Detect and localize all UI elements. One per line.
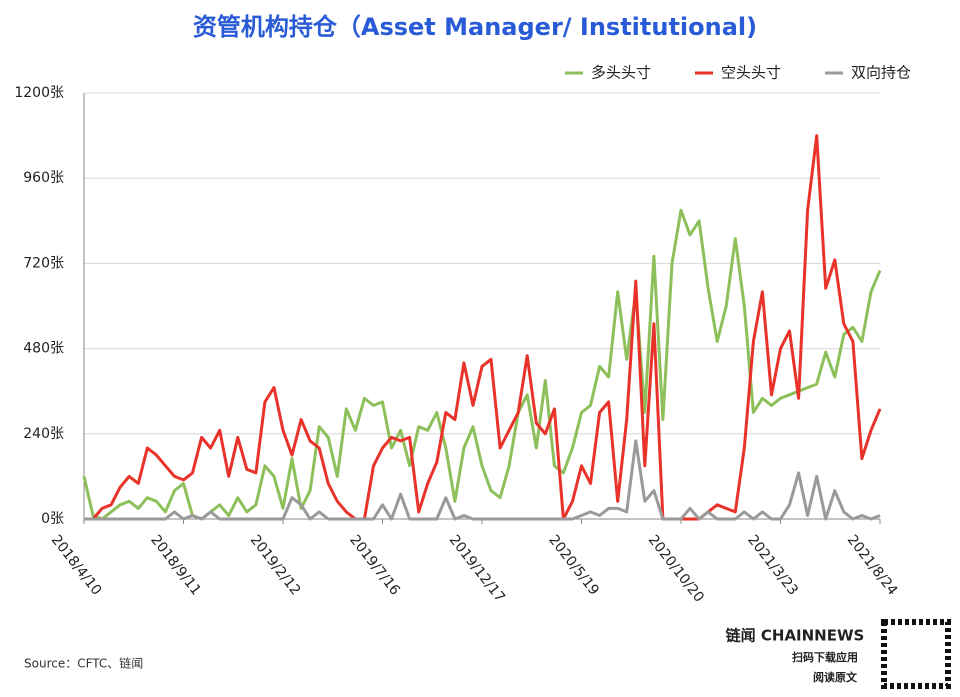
y-tick-label: 720张: [23, 255, 64, 271]
series-line: [84, 439, 881, 521]
x-tick-label: 2020/10/20: [645, 532, 707, 605]
y-tick-label: 1200张: [14, 85, 64, 101]
legend-label: 多头头寸: [591, 64, 651, 82]
x-tick-label: 2019/12/17: [446, 532, 508, 605]
legend-label: 双向持仓: [851, 64, 911, 82]
source: Source：CFTC、链闻: [24, 656, 143, 671]
x-tick-label: 2018/9/11: [147, 532, 204, 598]
qr-code: [881, 619, 951, 689]
x-tick-label: 2018/4/10: [48, 532, 105, 598]
x-tick-label: 2020/5/19: [545, 532, 602, 598]
x-tick-label: 2019/7/16: [346, 532, 403, 598]
series-line: [82, 208, 882, 521]
x-tick-label: 2021/3/23: [744, 532, 801, 598]
series-line: [84, 134, 882, 521]
y-tick-label: 240张: [23, 426, 64, 442]
read-text: 阅读原文: [813, 670, 858, 684]
y-tick-label: 0张: [41, 511, 64, 527]
x-tick-label: 2021/8/24: [844, 532, 901, 598]
chart-title: 资管机构持仓（Asset Manager/ Institutional): [193, 13, 757, 41]
legend-label: 空头头寸: [721, 64, 781, 82]
brand: 链闻 CHAINNEWS: [726, 627, 865, 645]
y-tick-label: 960张: [23, 170, 64, 186]
y-tick-label: 480张: [23, 341, 64, 357]
download-text: 扫码下载应用: [792, 650, 858, 664]
x-tick-label: 2019/2/12: [247, 532, 304, 598]
